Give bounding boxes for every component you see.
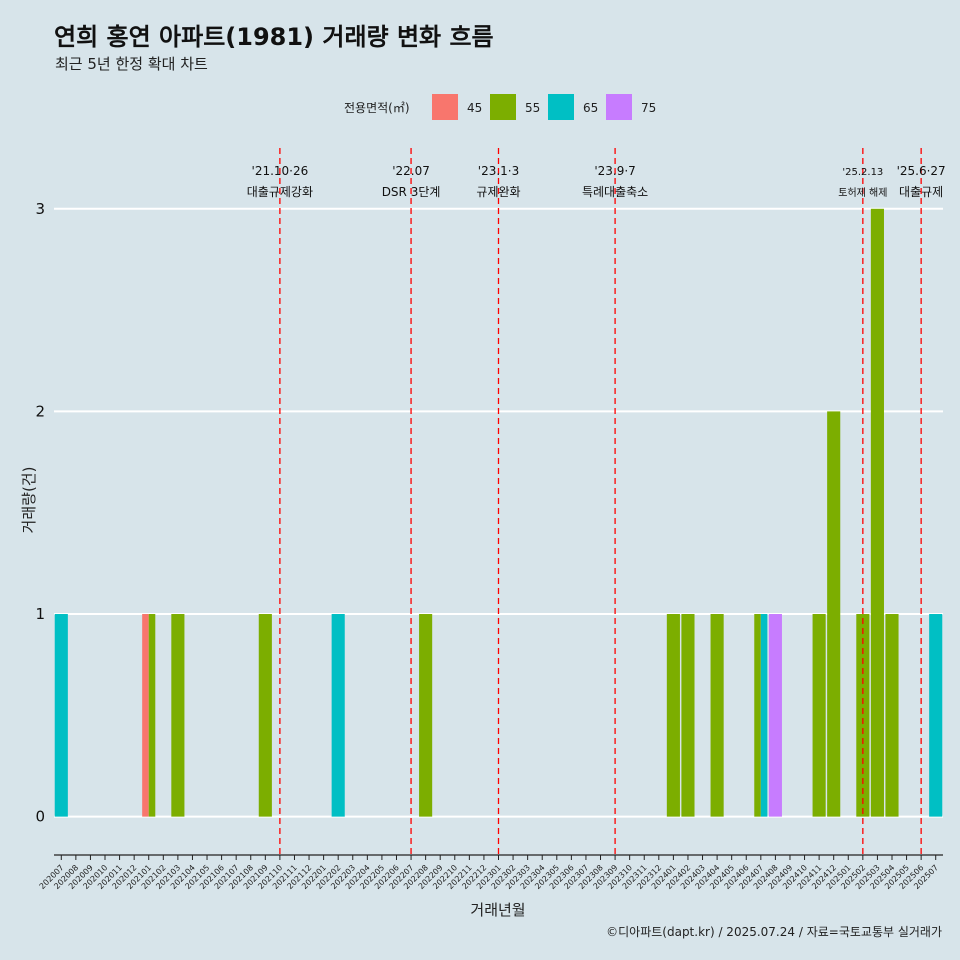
- bar-202109-55: [258, 614, 272, 817]
- bar-202411-55: [812, 614, 826, 817]
- bar-202404-55: [710, 614, 724, 817]
- y-tick-label: 3: [35, 200, 45, 218]
- bar-202507-65: [929, 614, 943, 817]
- caption: ©디아파트(dapt.kr) / 2025.07.24 / 자료=국토교통부 실…: [606, 925, 942, 939]
- event-label: 대출규제: [899, 185, 943, 199]
- bar-202103-55: [171, 614, 185, 817]
- legend-label-75: 75: [641, 101, 656, 115]
- bar-202407-55: [754, 614, 761, 817]
- event-label: 토허제 해제: [838, 186, 887, 199]
- event-date: '22.07: [392, 164, 430, 178]
- event-date: '25.2.13: [842, 167, 883, 178]
- bar-202408-75: [768, 614, 782, 817]
- bar-202101-55: [148, 614, 156, 817]
- bar-202502-55: [856, 614, 870, 817]
- bar-202101-45: [142, 614, 149, 817]
- bar-202503-55: [870, 208, 884, 817]
- legend-label-65: 65: [583, 101, 598, 115]
- event-date: '23.9·7: [594, 164, 635, 178]
- event-label: 대출규제강화: [247, 185, 313, 199]
- legend-key-45: [432, 94, 458, 120]
- x-axis-title: 거래년월: [470, 901, 525, 919]
- bar-202504-55: [885, 614, 899, 817]
- legend-title: 전용면적(㎡): [344, 101, 410, 115]
- y-tick-label: 0: [35, 808, 45, 826]
- legend-key-75: [606, 94, 632, 120]
- legend: 전용면적(㎡) 45 55 65 75: [344, 94, 656, 120]
- legend-label-45: 45: [467, 101, 482, 115]
- bar-202402-55: [681, 614, 695, 817]
- y-tick-label: 2: [35, 402, 45, 420]
- bar-202007-65: [54, 614, 68, 817]
- bar-202412-55: [827, 411, 841, 817]
- bar-202407-65: [760, 614, 768, 817]
- y-tick-label: 1: [35, 605, 45, 623]
- event-label: DSR 3단계: [382, 185, 441, 199]
- event-date: '21.10·26: [252, 164, 309, 178]
- bar-202202-65: [331, 614, 345, 817]
- y-axis-title: 거래량(건): [20, 467, 38, 534]
- bar-202208-55: [419, 614, 433, 817]
- event-label: 특례대출축소: [582, 185, 648, 199]
- chart-title: 연희 홍연 아파트(1981) 거래량 변화 흐름: [54, 23, 494, 51]
- legend-key-65: [548, 94, 574, 120]
- event-label: 규제완화: [476, 185, 520, 199]
- chart-subtitle: 최근 5년 한정 확대 차트: [55, 55, 208, 73]
- legend-label-55: 55: [525, 101, 540, 115]
- event-date: '23.1·3: [478, 164, 519, 178]
- event-date: '25.6·27: [897, 164, 946, 178]
- bar-202401-55: [666, 614, 680, 817]
- event-lines: '21.10·26 대출규제강화 '22.07 DSR 3단계 '23.1·3 규제완화 '…: [247, 148, 946, 855]
- legend-key-55: [490, 94, 516, 120]
- bars: [54, 208, 943, 817]
